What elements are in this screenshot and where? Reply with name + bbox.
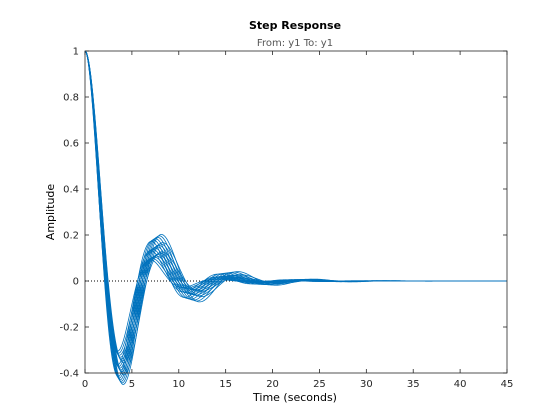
- response-curve: [84, 50, 507, 376]
- chart-title: Step Response: [249, 19, 341, 32]
- response-curves: [84, 50, 507, 385]
- x-tick-label: 15: [219, 379, 232, 390]
- x-tick-label: 10: [172, 379, 185, 390]
- plot-frame: [84, 50, 508, 374]
- y-tick-label: 0.4: [63, 185, 79, 196]
- x-tick-label: 35: [407, 379, 420, 390]
- y-tick-label: 0.2: [63, 231, 79, 242]
- tick-labels: 0 5 10 15 20 25 30 35 40 45 -0.4 -0.2 0 0.2 0.4 0.6 0.8 1: [59, 47, 513, 391]
- chart-subtitle: From: y1 To: y1: [257, 38, 333, 49]
- y-tick-label: 1: [73, 47, 79, 58]
- x-tick-label: 40: [454, 379, 467, 390]
- x-tick-label: 45: [501, 379, 514, 390]
- x-axis-label: Time (seconds): [252, 391, 337, 404]
- y-tick-label: 0.6: [63, 139, 79, 150]
- x-tick-label: 30: [360, 379, 373, 390]
- x-tick-label: 0: [82, 379, 88, 390]
- x-tick-label: 5: [129, 379, 135, 390]
- x-tick-label: 25: [313, 379, 326, 390]
- y-axis-label: Amplitude: [44, 184, 57, 241]
- plot-area: [85, 51, 507, 373]
- y-tick-label: -0.2: [59, 323, 79, 334]
- y-tick-label: -0.4: [59, 369, 79, 380]
- y-tick-label: 0.8: [63, 93, 79, 104]
- y-tick-label: 0: [73, 277, 79, 288]
- x-tick-label: 20: [266, 379, 279, 390]
